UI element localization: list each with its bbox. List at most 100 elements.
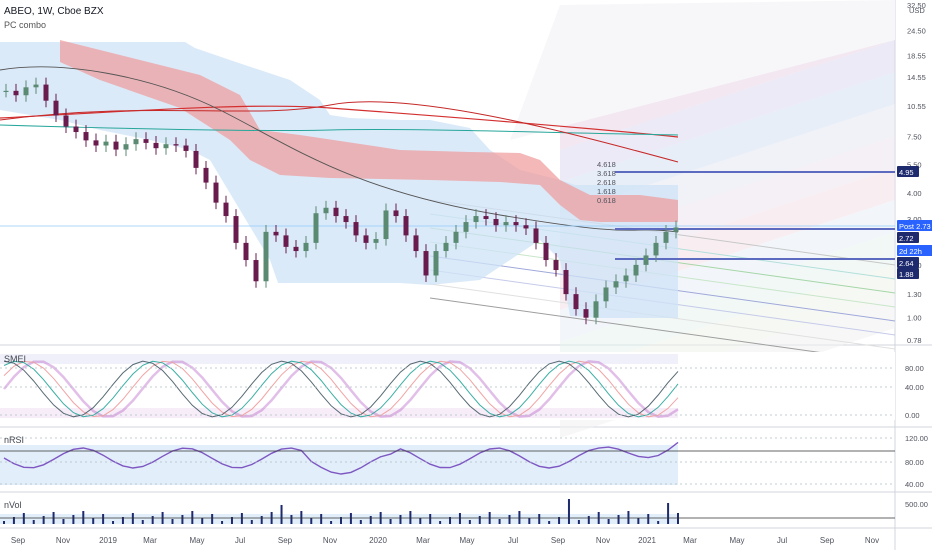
nrsi-tick-label: 40.00 (905, 480, 924, 489)
volume-bar (399, 515, 402, 524)
price-tag-text: Post 2.73 (899, 222, 931, 231)
candle-body (563, 270, 569, 295)
candle-body (143, 139, 149, 143)
volume-bar (290, 515, 293, 524)
volume-bar (171, 519, 174, 524)
candle-body (73, 126, 79, 133)
x-tick-label: Nov (56, 536, 70, 545)
volume-bar (359, 520, 362, 524)
price-tick-label: 10.55 (907, 102, 926, 111)
volume-bar (449, 517, 452, 524)
volume-bar (131, 513, 134, 524)
x-tick-label: Jul (508, 536, 518, 545)
price-tick-label: 1.00 (907, 314, 922, 323)
candle-body (433, 251, 439, 276)
smei-tick-label: 0.00 (905, 411, 920, 420)
price-tag-box (897, 220, 932, 231)
smei-zone-top (0, 354, 678, 364)
candle-body (153, 142, 159, 149)
volume-bar (211, 514, 214, 524)
volume-bar (62, 519, 65, 524)
nrsi-line (3, 441, 679, 475)
volume-bar (409, 511, 412, 524)
price-tag-box (897, 232, 919, 243)
ma-red-line (0, 105, 679, 138)
candle-body (213, 182, 219, 203)
candle-body (543, 242, 549, 261)
candle-body (343, 216, 349, 223)
volume-bar (141, 520, 144, 524)
volume-bar (468, 520, 471, 524)
smei-line (3, 360, 679, 418)
price-tag-text: 2.72 (899, 234, 914, 243)
volume-bar (458, 513, 461, 524)
candle-body (13, 90, 19, 96)
volume-bar (667, 503, 670, 524)
pane-label-smei: SMEI (4, 354, 27, 364)
candle-body (493, 219, 499, 226)
volume-bar (260, 516, 263, 524)
symbol-title: ABEO, 1W, Cboe BZX (4, 6, 104, 17)
candle-body (113, 141, 119, 150)
fib-label: 4.618 (597, 160, 616, 169)
x-tick-label: Mar (416, 536, 430, 545)
fib-fan-band (560, 40, 895, 182)
candle-body (483, 216, 489, 220)
volume-bar (627, 511, 630, 524)
candle-body (193, 150, 199, 168)
x-tick-label: Sep (820, 536, 835, 545)
candle-body (173, 144, 179, 146)
candle-body (373, 239, 379, 243)
candle-body (423, 251, 429, 276)
price-tick-label: 4.00 (907, 189, 922, 198)
candle-body (163, 144, 169, 149)
price-tick-label: 24.50 (907, 26, 926, 35)
candle-body (623, 275, 629, 282)
volume-bar (82, 511, 85, 524)
volume-bar (310, 518, 313, 524)
volume-bar (657, 521, 660, 524)
price-tag: 4.95 (897, 166, 919, 177)
volume-bar (191, 511, 194, 524)
price-tick-label: 0.78 (907, 336, 922, 345)
ma-red-line-2 (0, 101, 679, 163)
volume-bar (548, 521, 551, 524)
candle-body (63, 115, 69, 127)
candle-body (463, 222, 469, 232)
pane-label-nrsi: nRSI (4, 435, 25, 445)
candle-body (613, 281, 619, 288)
fib-fan-band (560, 72, 895, 214)
candle-body (103, 141, 109, 146)
candle-body (313, 213, 319, 243)
volume-bar (607, 519, 610, 524)
volume-bar (300, 511, 303, 524)
price-tag-box (897, 245, 932, 256)
candle-body (503, 222, 509, 226)
x-tick-label: Nov (323, 536, 337, 545)
fib-label: 2.618 (597, 178, 616, 187)
price-tag: Post 2.73 (897, 220, 932, 231)
x-tick-label: Jul (777, 536, 787, 545)
candle-body (653, 242, 659, 256)
x-tick-label: May (189, 536, 204, 545)
candle-body (183, 145, 189, 151)
price-tag: 1.88 (897, 268, 919, 279)
x-tick-label: Sep (551, 536, 566, 545)
volume-bar (112, 521, 115, 524)
x-tick-label: May (459, 536, 474, 545)
volume-bar (102, 514, 105, 524)
volume-bar (320, 514, 323, 524)
indicator-name: PC combo (4, 20, 47, 30)
price-tick-label: 14.55 (907, 73, 926, 82)
x-tick-label: May (729, 536, 744, 545)
price-tick-label: 1.30 (907, 290, 922, 299)
volume-bar (151, 516, 154, 524)
volume-bar (280, 505, 283, 524)
volume-bar (508, 515, 511, 524)
candle-body (573, 294, 579, 310)
volume-bar (92, 518, 95, 524)
candle-body (83, 132, 89, 141)
candle-body (383, 210, 389, 240)
x-tick-label: 2019 (99, 536, 117, 545)
